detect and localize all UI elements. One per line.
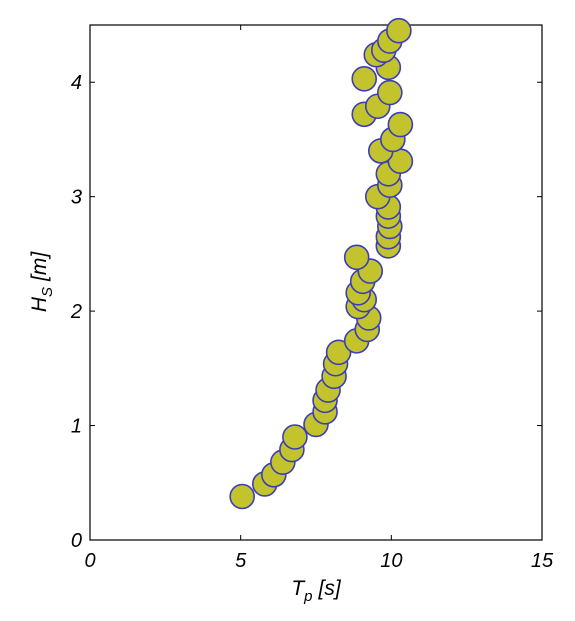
data-point: [351, 65, 378, 92]
x-axis-label-base: T: [291, 577, 306, 600]
x-axis-label: Tp [s]: [291, 577, 342, 605]
x-tick-label: 15: [531, 550, 554, 572]
data-point: [282, 424, 308, 450]
plot-frame: [89, 24, 543, 541]
data-point: [387, 111, 414, 138]
x-tick-label: 10: [380, 550, 402, 572]
y-tick-label: 0: [71, 530, 82, 552]
x-tick-label: 0: [84, 550, 95, 572]
data-point: [325, 339, 352, 366]
ticks: 0 5 10 15 0 1 2 3 4: [70, 25, 554, 572]
y-tick-label: 1: [71, 416, 82, 438]
y-axis-label-sub: S: [39, 287, 56, 297]
data-point: [343, 244, 370, 271]
data-points: [229, 17, 414, 510]
data-point: [229, 483, 255, 510]
y-tick-label: 3: [71, 187, 82, 209]
y-tick-label: 4: [71, 72, 82, 94]
y-axis-label: HS [m]: [28, 251, 56, 313]
data-point: [386, 17, 412, 44]
x-tick-label: 5: [235, 550, 247, 572]
data-point: [377, 79, 403, 106]
x-axis-label-unit: [s]: [318, 577, 342, 600]
y-axis-label-unit: [m]: [28, 251, 51, 282]
y-axis-label-base: H: [28, 296, 51, 312]
x-axis-label-sub: p: [303, 588, 312, 605]
y-tick-label: 2: [70, 301, 82, 323]
